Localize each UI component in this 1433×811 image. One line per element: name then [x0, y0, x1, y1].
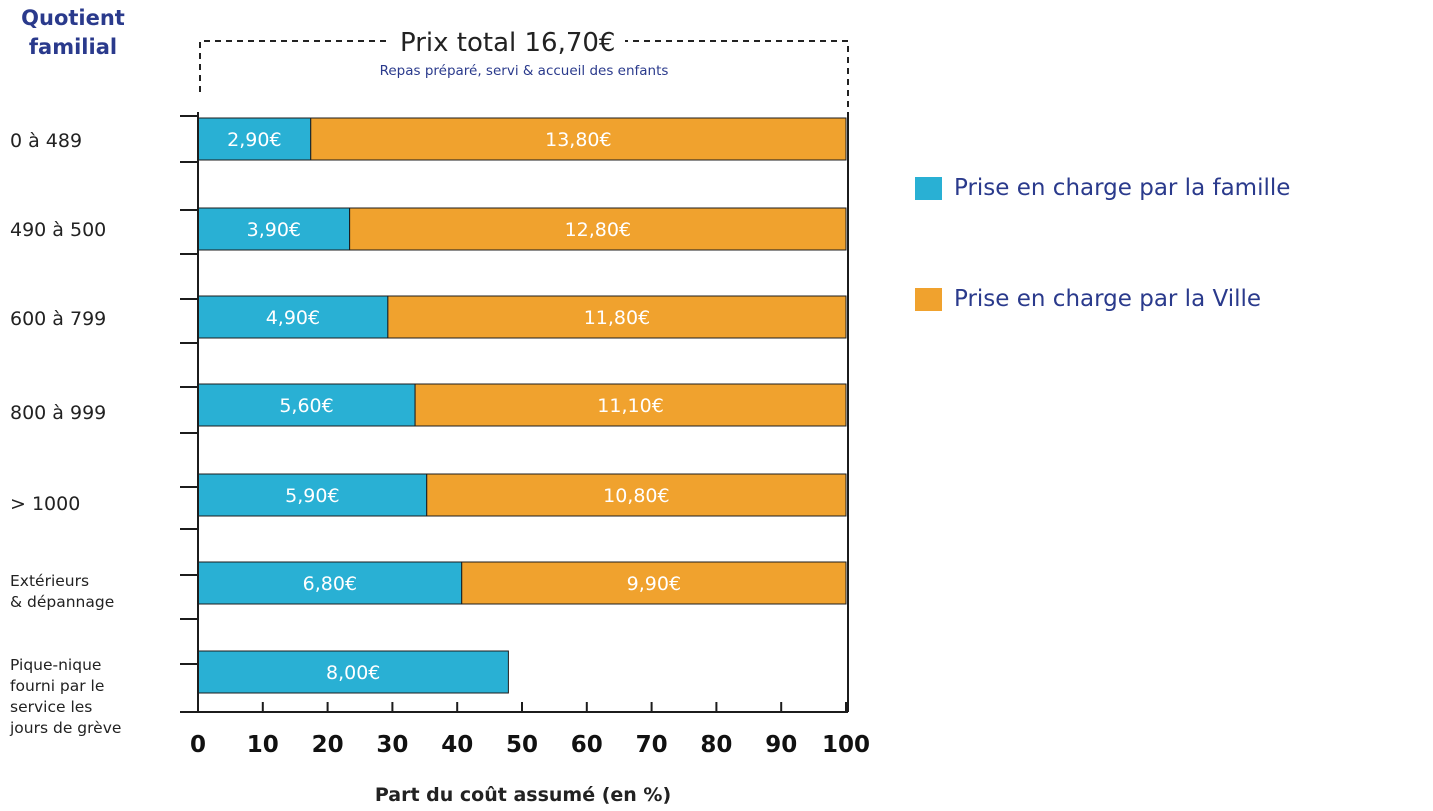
- legend-label-famille: Prise en charge par la famille: [954, 175, 1291, 201]
- x-tick-label-2: 20: [312, 732, 344, 758]
- category-label-2: 600 à 799: [10, 308, 107, 330]
- bar-label-1-2: 11,80€: [584, 307, 650, 329]
- x-tick-label-0: 0: [190, 732, 206, 758]
- bar-label-1-3: 11,10€: [597, 395, 663, 417]
- legend-item-ville: Prise en charge par la Ville: [915, 286, 1261, 312]
- bar-label-0-5: 6,80€: [303, 573, 357, 595]
- bar-1-4: [426, 473, 847, 517]
- bar-label-0-0: 2,90€: [227, 129, 281, 151]
- bar-label-0-3: 5,60€: [279, 395, 333, 417]
- bar-0-5: [197, 561, 463, 605]
- bar-1-2: [387, 295, 847, 339]
- bar-1-5: [461, 561, 847, 605]
- bar-0-3: [197, 383, 416, 427]
- bar-0-6: [197, 650, 509, 694]
- x-tick-label-9: 90: [765, 732, 797, 758]
- bar-label-0-4: 5,90€: [285, 485, 339, 507]
- total-price-title: Prix total 16,70€: [390, 28, 626, 58]
- x-tick-label-1: 10: [247, 732, 279, 758]
- bar-label-0-2: 4,90€: [266, 307, 320, 329]
- bar-label-1-5: 9,90€: [627, 573, 681, 595]
- bar-label-1-0: 13,80€: [545, 129, 611, 151]
- x-axis-title: Part du coût assumé (en %): [374, 784, 672, 806]
- category-label-5: Extérieurs & dépannage: [10, 572, 115, 611]
- bar-0-0: [197, 117, 312, 161]
- x-tick-label-10: 100: [822, 732, 870, 758]
- legend-label-ville: Prise en charge par la Ville: [954, 286, 1262, 312]
- total-price-subtitle: Repas préparé, servi & accueil des enfan…: [379, 63, 669, 79]
- category-label-1: 490 à 500: [10, 219, 107, 241]
- category-label-6: Pique-nique fourni par le service les jo…: [10, 656, 122, 737]
- bar-1-1: [349, 207, 847, 251]
- category-label-0: 0 à 489: [10, 130, 83, 152]
- legend-swatch-famille: [915, 176, 942, 200]
- y-axis-title-line-1: Quotient: [21, 6, 125, 30]
- x-tick-label-4: 40: [441, 732, 473, 758]
- category-label-3: 800 à 999: [10, 402, 107, 424]
- bar-1-0: [310, 117, 847, 161]
- bar-label-0-6: 8,00€: [326, 662, 380, 684]
- y-axis-title: Quotient familial: [8, 4, 138, 62]
- x-tick-label-3: 30: [376, 732, 408, 758]
- x-tick-label-7: 70: [636, 732, 668, 758]
- category-label-4: > 1000: [10, 493, 81, 515]
- legend-swatch-ville: [915, 287, 942, 311]
- bar-label-1-4: 10,80€: [603, 485, 669, 507]
- x-tick-label-8: 80: [700, 732, 732, 758]
- bar-0-2: [197, 295, 389, 339]
- legend-item-famille: Prise en charge par la famille: [915, 175, 1290, 201]
- bar-1-3: [414, 383, 847, 427]
- x-tick-label-6: 60: [571, 732, 603, 758]
- x-tick-label-5: 50: [506, 732, 538, 758]
- bar-label-0-1: 3,90€: [247, 219, 301, 241]
- y-axis-title-line-2: familial: [28, 35, 118, 59]
- bar-label-1-1: 12,80€: [565, 219, 631, 241]
